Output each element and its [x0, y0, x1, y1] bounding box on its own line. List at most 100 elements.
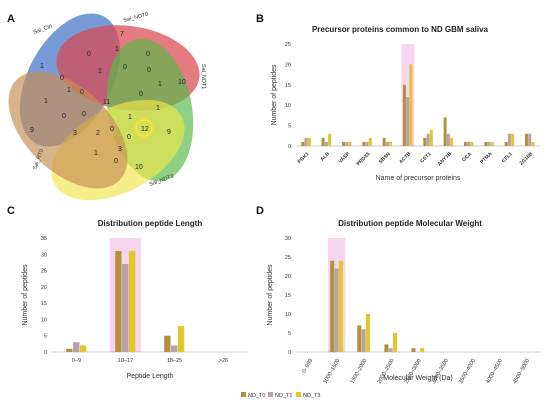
y-tick-label: 10 — [41, 317, 47, 323]
venn-region-10: 1 — [158, 81, 162, 88]
bar-nd-t3 — [307, 137, 311, 146]
y-tick-label: 15 — [285, 83, 291, 89]
bar-nd-t1 — [406, 97, 410, 146]
x-tick-label: 3500–4000 — [458, 358, 477, 385]
bar-nd-t0 — [115, 251, 122, 352]
x-tick-label: ZG16B — [519, 151, 535, 167]
x-tick-label: ALB — [319, 151, 331, 163]
bar-nd-t1 — [426, 133, 430, 146]
y-tick-label: 25 — [285, 42, 291, 48]
chart-peptide-length: 0 5 10 15 20 25 30 35 0–9 10–17 18–25 >26 Distributi… — [22, 219, 248, 380]
x-tick-label: 18–25 — [167, 358, 182, 364]
bar-nd-t0 — [463, 141, 467, 146]
venn-region-16: 1 — [156, 105, 160, 112]
venn-region-25: 0 — [110, 126, 114, 133]
y-tick-label: 10 — [285, 312, 291, 318]
panel-letter-b: B — [256, 13, 264, 25]
bar-nd-t0 — [341, 141, 345, 146]
venn-diagram: Sal_Ctrl Sal_NDT0 Sal_NDT1 Sal_NDT3 Sal_… — [8, 12, 206, 201]
legend-label-nd-t3: ND_T3 — [303, 393, 320, 399]
x-tick-label: 0–9 — [72, 358, 81, 364]
y-tick-label: 0 — [288, 144, 291, 150]
bar-nd-t3 — [450, 137, 454, 146]
venn-region-2: 0 — [87, 51, 91, 58]
x-tick-label: 4500–5000 — [512, 358, 531, 385]
venn-label-ndt1: Sal_NDT1 — [200, 64, 206, 89]
bar-nd-t1 — [388, 348, 393, 352]
x-tick-label: 1500–2000 — [350, 358, 369, 385]
bar-nd-t3 — [338, 260, 343, 352]
bar-nd-t3 — [128, 251, 136, 352]
venn-region-3: 10 — [178, 79, 186, 86]
venn-region-0: 7 — [120, 31, 124, 38]
panel-letter-a: A — [7, 13, 15, 25]
bar-nd-t3 — [393, 333, 398, 352]
bar-nd-t1 — [122, 264, 129, 352]
bar-nd-t1 — [73, 342, 80, 352]
bar-nd-t1 — [507, 133, 511, 146]
venn-region-17: 0 — [62, 113, 66, 120]
x-tick-label: ACTB — [398, 151, 412, 165]
bar-nd-t1 — [467, 141, 471, 146]
venn-label-ctrl: Sal_Ctrl — [33, 24, 53, 36]
bar-nd-t0 — [321, 137, 325, 146]
venn-region-6: 0 — [60, 75, 64, 82]
bar-nd-t0 — [524, 133, 528, 146]
bar-nd-t3 — [177, 325, 185, 352]
x-tick-label: VASP — [338, 151, 352, 165]
venn-region-24: 2 — [96, 130, 100, 137]
venn-region-15: 0 — [139, 91, 143, 98]
venn-region-22: 9 — [30, 127, 34, 134]
bar-nd-t0 — [423, 137, 427, 146]
bar-nd-t3 — [420, 348, 425, 352]
y-tick-label: 30 — [285, 236, 291, 242]
bar-nd-t0 — [357, 325, 362, 352]
y-tick-label: 25 — [41, 269, 47, 275]
x-tick-label: CFL1 — [501, 151, 514, 164]
bar-nd-t0 — [164, 335, 171, 352]
legend-label-nd-t0: ND_T0 — [248, 393, 265, 399]
legend-label-nd-t1: ND_T1 — [275, 393, 292, 399]
y-tick-label: 20 — [285, 62, 291, 68]
venn-set-rt0 — [8, 71, 128, 189]
y-tick-label: 15 — [41, 301, 47, 307]
venn-region-5: 0 — [146, 51, 150, 58]
chart-precursor-proteins: 0 5 10 15 20 25 PGK1 ALB VASP PRDX5 SBSN ACTB CST1 AN… — [271, 25, 540, 182]
bar-nd-t0 — [330, 260, 335, 352]
bar-nd-t0 — [402, 84, 406, 146]
venn-region-30: 10 — [135, 164, 143, 171]
x-axis-label: Molecular Weight (Da) — [383, 375, 453, 382]
bar-nd-t1 — [334, 268, 339, 352]
x-tick-label: PGK1 — [297, 151, 311, 165]
bar-nd-t3 — [511, 133, 515, 146]
bar-nd-t0 — [362, 141, 366, 146]
chart-title: Precursor proteins common to ND GBM sali… — [312, 25, 489, 34]
bar-nd-t1 — [171, 345, 178, 352]
bar-nd-t0 — [504, 141, 508, 146]
bar-nd-t0 — [301, 141, 305, 146]
legend-swatch-nd-t0 — [241, 392, 246, 397]
chart-title: Distribution peptide Molecular Weight — [338, 219, 482, 228]
venn-region-1: 1 — [40, 63, 44, 70]
bar-nd-t1 — [324, 141, 328, 146]
legend-swatch-nd-t1 — [268, 392, 273, 397]
bar-nd-t3 — [409, 64, 413, 146]
x-tick-label: PRDX5 — [356, 151, 372, 167]
bar-nd-t3 — [490, 141, 494, 146]
x-axis-label: Peptide Length — [126, 373, 173, 380]
venn-region-4: 1 — [115, 46, 119, 53]
venn-label-ndt0: Sal_NDT0 — [123, 12, 149, 24]
y-tick-label: 35 — [41, 236, 47, 242]
y-tick-label: 0 — [44, 350, 47, 356]
y-tick-label: 30 — [41, 252, 47, 258]
bar-nd-t3 — [368, 137, 372, 146]
venn-region-21: 0 — [127, 134, 131, 141]
bar-nd-t3 — [328, 133, 332, 146]
y-tick-label: 15 — [285, 293, 291, 299]
venn-region-7: 1 — [98, 68, 102, 75]
x-tick-label: >26 — [219, 358, 228, 364]
bar-nd-t3 — [79, 345, 87, 352]
y-axis-label: Number of peptides — [267, 264, 274, 326]
bar-nd-t0 — [443, 117, 447, 146]
